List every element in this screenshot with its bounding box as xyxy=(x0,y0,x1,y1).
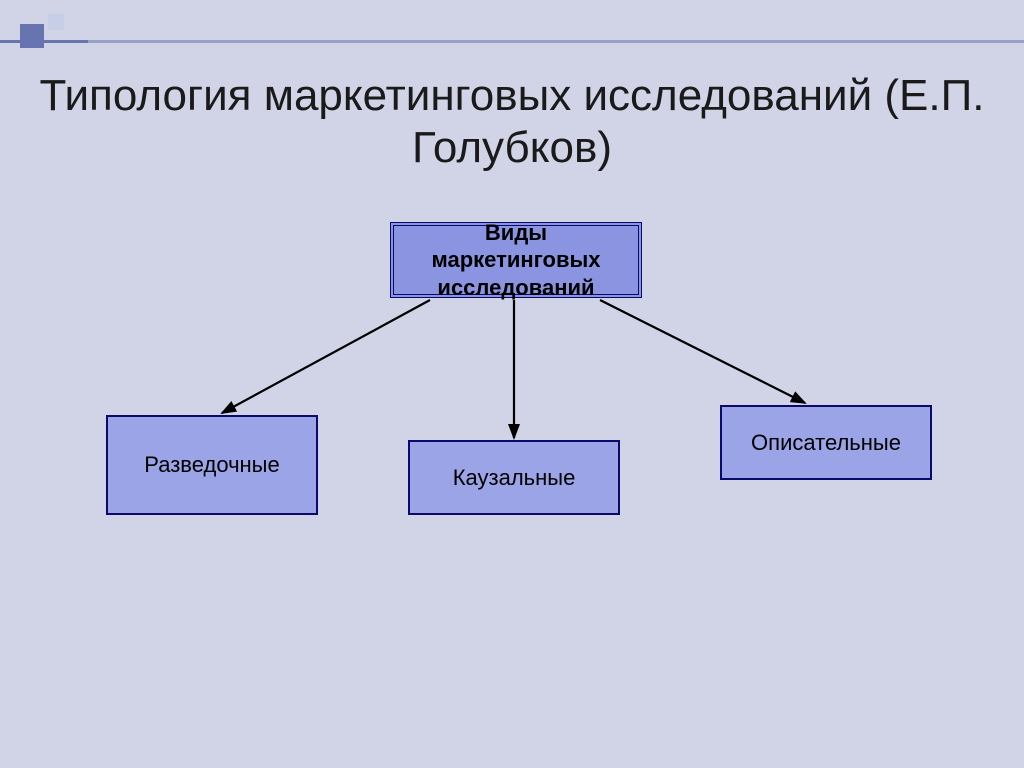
slide-title: Типология маркетинговых исследований (Е.… xyxy=(0,70,1024,174)
diagram-child-label: Каузальные xyxy=(453,464,576,492)
deco-rule-right xyxy=(88,40,1024,43)
diagram-root-label: Виды маркетинговых исследований xyxy=(404,219,628,302)
diagram-child-node: Разведочные xyxy=(106,415,318,515)
diagram-root-node: Виды маркетинговых исследований xyxy=(390,222,642,298)
diagram-child-label: Описательные xyxy=(751,429,901,457)
deco-square-large xyxy=(20,24,44,48)
deco-square-small xyxy=(48,14,64,30)
slide: Типология маркетинговых исследований (Е.… xyxy=(0,0,1024,768)
diagram-child-node: Каузальные xyxy=(408,440,620,515)
diagram-child-node: Описательные xyxy=(720,405,932,480)
diagram-child-label: Разведочные xyxy=(144,451,279,479)
deco-rule xyxy=(0,40,1024,43)
corner-decoration xyxy=(20,14,90,54)
deco-rule-left xyxy=(0,40,88,43)
